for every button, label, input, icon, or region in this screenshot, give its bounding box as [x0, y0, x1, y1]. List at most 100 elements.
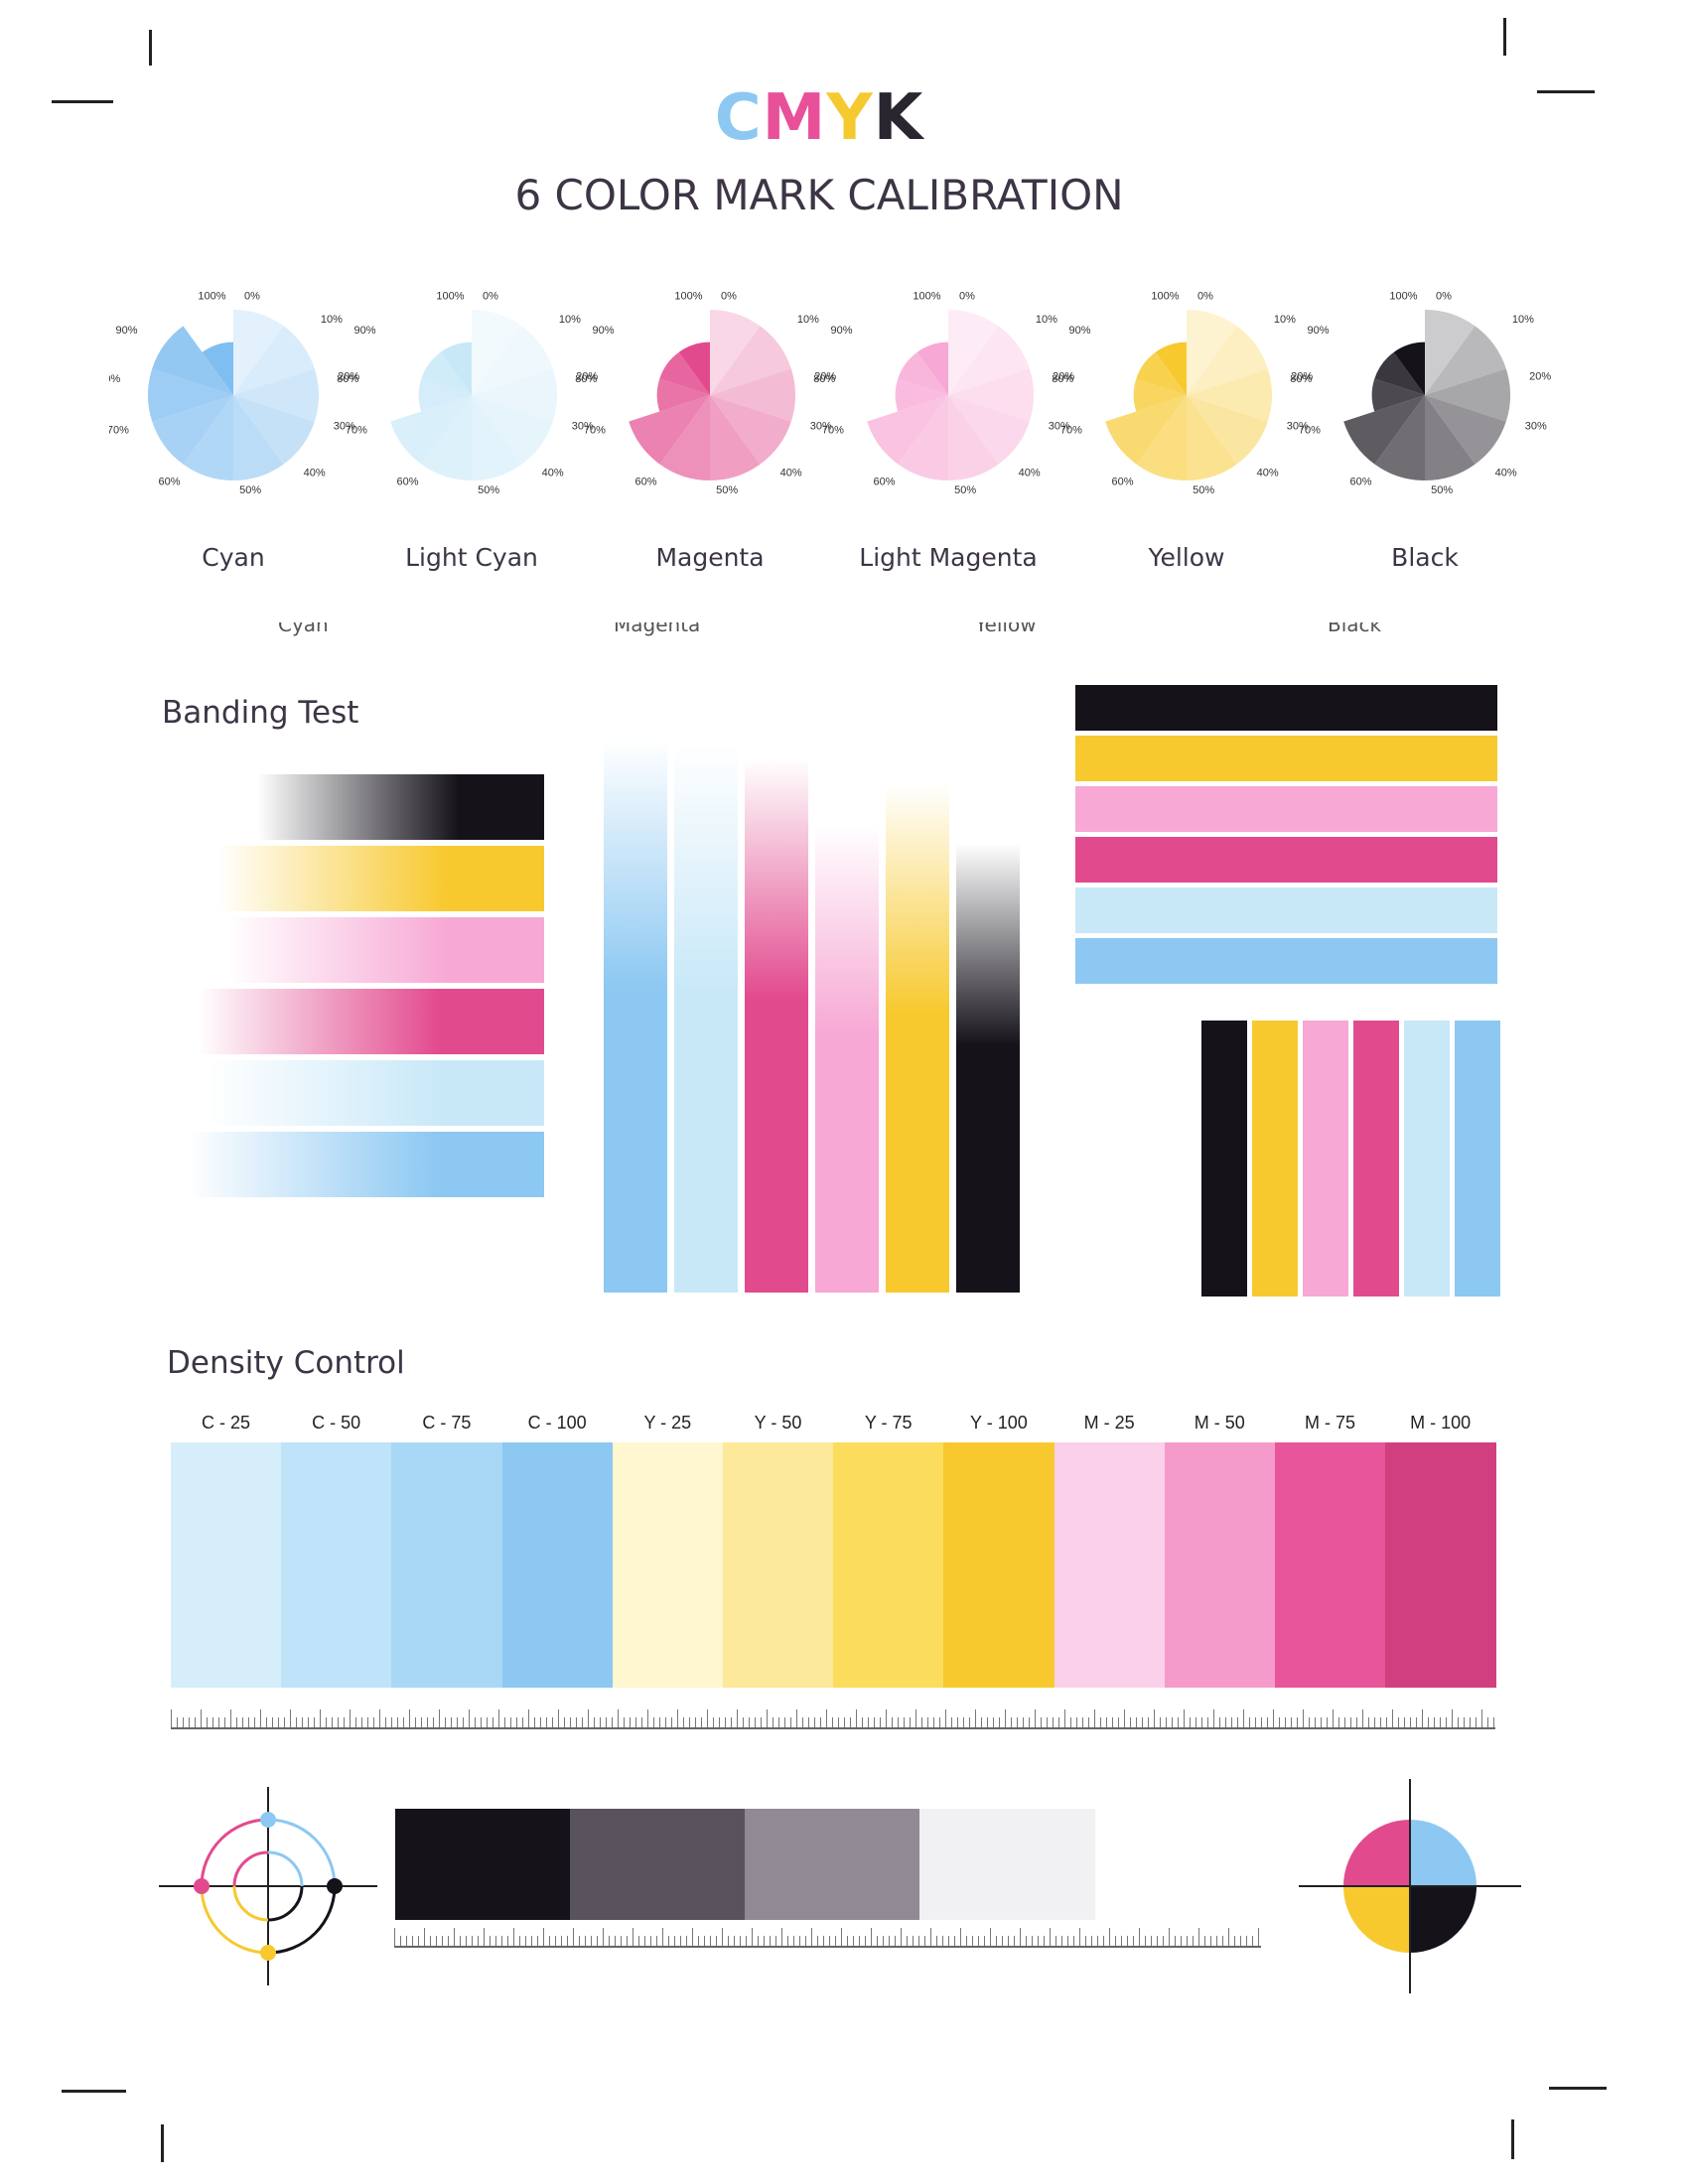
pie-tick-label: 50% — [239, 484, 261, 496]
ruler-tick — [1118, 1717, 1119, 1727]
ruler-tick — [528, 1709, 529, 1727]
ruler-tick — [1002, 1936, 1003, 1946]
ruler-tick — [516, 1717, 517, 1727]
pie-tick-label: 60% — [634, 476, 656, 487]
banding-solid-bar — [1075, 938, 1497, 984]
pie-slice — [418, 378, 472, 412]
density-swatch — [943, 1442, 1055, 1688]
ruler-tick — [457, 1717, 458, 1727]
ruler-tick — [799, 1936, 800, 1946]
pie-tick-label: 70% — [346, 425, 367, 437]
banding-test-title: Banding Test — [162, 695, 359, 731]
ruler-tick — [1020, 1928, 1021, 1946]
ruler-tick — [1067, 1936, 1068, 1946]
ruler-tick — [948, 1936, 949, 1946]
ruler-tick — [1088, 1717, 1089, 1727]
ruler-tick — [248, 1717, 249, 1727]
ruler-tick — [504, 1717, 505, 1727]
ruler-tick — [1061, 1936, 1062, 1946]
ruler-tick — [415, 1717, 416, 1727]
ruler-tick — [326, 1717, 327, 1727]
pie-tick-label: 80% — [109, 373, 121, 385]
ruler-tick — [236, 1717, 237, 1727]
ruler-tick — [1315, 1717, 1316, 1727]
ruler-tick — [1157, 1936, 1158, 1946]
ruler-tick — [475, 1717, 476, 1727]
pie-slice — [1105, 395, 1187, 465]
ruler-tick — [573, 1928, 574, 1946]
ruler-tick — [224, 1717, 225, 1727]
ruler-tick — [385, 1717, 386, 1727]
pie-slice — [472, 326, 553, 395]
ruler-tick — [522, 1717, 523, 1727]
ruler-tick — [927, 1717, 928, 1727]
ruler-tick — [585, 1936, 586, 1946]
ruler-tick — [1246, 1936, 1247, 1946]
pie-slice — [659, 395, 710, 480]
ruler-tick — [552, 1717, 553, 1727]
banding-solid-column — [1455, 1021, 1500, 1297]
ruler-tick — [177, 1717, 178, 1727]
ruler-tick — [978, 1936, 979, 1946]
pie-tick-label: 60% — [158, 476, 180, 487]
pie-slice — [948, 395, 999, 480]
pie-slice — [1425, 310, 1476, 395]
ruler-tick — [400, 1936, 401, 1946]
pie-slice — [710, 326, 791, 395]
ruler-tick — [1032, 1936, 1033, 1946]
ruler-tick — [531, 1936, 532, 1946]
ruler-tick — [1082, 1717, 1083, 1727]
ruler-tick — [189, 1717, 190, 1727]
banding-vertical-bar — [815, 824, 879, 1293]
crop-mark-top-right-v — [1503, 18, 1506, 56]
ruler-tick — [433, 1717, 434, 1727]
ruler-tick — [802, 1717, 803, 1727]
ruler-tick — [1151, 1936, 1152, 1946]
ruler-tick — [1297, 1717, 1298, 1727]
pie-tick-label: 30% — [334, 420, 355, 432]
pie-tick-label: 80% — [337, 373, 358, 385]
pie-light-cyan: 100% 0% 10% 20% 30% 40% 50% 60% 70% 80% 90% Light C… — [337, 291, 598, 572]
ruler-tick — [469, 1709, 470, 1727]
ruler-tick — [454, 1928, 455, 1946]
registration-target-left — [159, 1787, 377, 1985]
density-label: Y - 50 — [754, 1413, 802, 1433]
ruler-tick — [707, 1709, 708, 1727]
ruler-tick — [1190, 1717, 1191, 1727]
banding-horizontal-bar — [258, 774, 544, 840]
ruler-tick — [296, 1717, 297, 1727]
ruler-tick — [740, 1936, 741, 1946]
ruler-tick — [764, 1936, 765, 1946]
ruler-tick — [1139, 1928, 1140, 1946]
pie-slice — [1371, 378, 1425, 412]
ruler-tick — [734, 1936, 735, 1946]
pie-tick-label: 20% — [1053, 371, 1074, 383]
pie-tick-label: 20% — [576, 371, 598, 383]
ruler-tick — [481, 1717, 482, 1727]
ruler-tick — [1055, 1936, 1056, 1946]
pie-tick-label: 0% — [1436, 291, 1452, 303]
ruler-tick — [960, 1928, 961, 1946]
ruler-tick — [945, 1709, 946, 1727]
ruler-tick — [990, 1928, 991, 1946]
ruler-tick — [895, 1936, 896, 1946]
ruler-tick — [478, 1936, 479, 1946]
pie-tick-label: 100% — [1151, 291, 1179, 303]
ruler-tick — [695, 1717, 696, 1727]
ruler-tick — [1464, 1717, 1465, 1727]
pie-yellow: 100% 0% 10% 20% 30% 40% 50% 60% 70% 80% 90% Yellow — [1052, 291, 1313, 572]
pie-tick-label: 90% — [1307, 325, 1329, 337]
ruler-tick — [832, 1717, 833, 1727]
ruler-tick — [1160, 1717, 1161, 1727]
pie-tick-label: 70% — [584, 425, 606, 437]
density-control-title: Density Control — [167, 1345, 405, 1381]
ruler-tick — [1145, 1936, 1146, 1946]
ruler-tick — [1416, 1717, 1417, 1727]
density-ruler — [171, 1706, 1495, 1729]
ruler-tick — [1410, 1717, 1411, 1727]
pie-tick-label: 70% — [1060, 425, 1082, 437]
ruler-tick — [796, 1709, 797, 1727]
ruler-tick — [546, 1717, 547, 1727]
ruler-tick — [892, 1717, 893, 1727]
ruler-tick — [1303, 1709, 1304, 1727]
